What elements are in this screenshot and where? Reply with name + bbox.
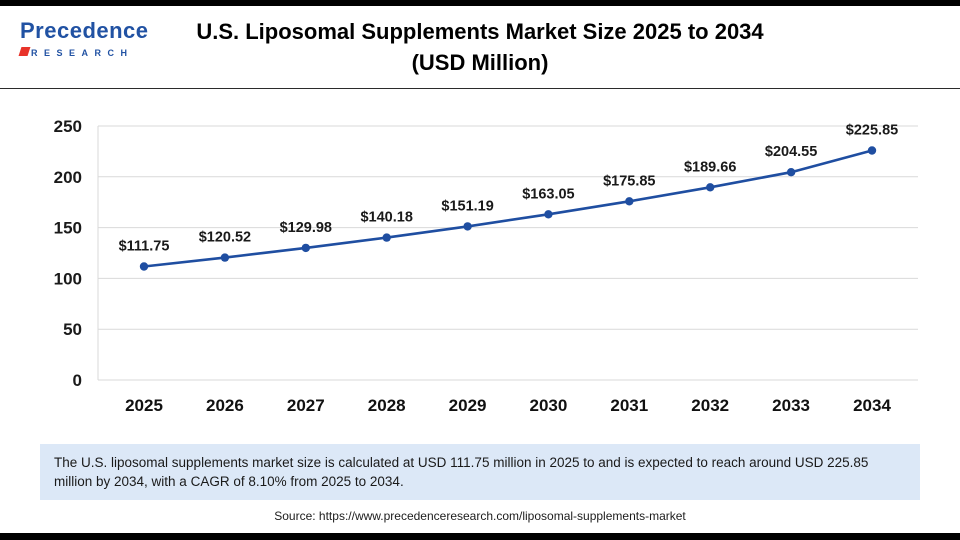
chart-area: 0 50 100 150 200 250 $111.75 2025 $120.52 2026 $12… xyxy=(0,96,960,436)
x-tick-label: 2028 xyxy=(368,396,406,415)
x-tick-label: 2029 xyxy=(449,396,487,415)
top-border-bar xyxy=(0,0,960,6)
precedence-research-logo: Precedence RESEARCH xyxy=(18,18,170,58)
x-tick-label: 2025 xyxy=(125,396,163,415)
data-point xyxy=(706,183,715,192)
data-point xyxy=(544,210,553,219)
data-point xyxy=(220,253,230,262)
data-point xyxy=(625,197,634,206)
line-series xyxy=(142,149,874,268)
bottom-border-bar xyxy=(0,533,960,540)
x-tick-label: 2026 xyxy=(206,396,244,415)
x-tick-label: 2027 xyxy=(287,396,325,415)
x-tick-label: 2033 xyxy=(772,396,810,415)
x-tick-label: 2030 xyxy=(529,396,567,415)
chart-title-line2: (USD Million) xyxy=(411,50,549,75)
data-label: $189.66 xyxy=(684,159,736,175)
data-label: $225.85 xyxy=(846,123,898,139)
source-attribution: Source: https://www.precedenceresearch.c… xyxy=(274,509,686,523)
data-point xyxy=(139,262,149,271)
x-tick-label: 2031 xyxy=(610,396,648,415)
chart-title: U.S. Liposomal Supplements Market Size 2… xyxy=(0,16,960,78)
logo-subtext: RESEARCH xyxy=(18,47,170,58)
y-tick-label: 100 xyxy=(54,269,82,288)
data-point xyxy=(867,146,877,155)
logo-research-text: RESEARCH xyxy=(31,48,134,58)
y-tick-label: 50 xyxy=(63,320,82,339)
data-point xyxy=(301,243,310,253)
data-point xyxy=(382,233,391,242)
chart-title-line1: U.S. Liposomal Supplements Market Size 2… xyxy=(196,19,764,44)
y-tick-label: 250 xyxy=(54,117,82,136)
y-tick-label: 200 xyxy=(54,168,82,187)
data-label: $151.19 xyxy=(441,198,493,214)
data-point xyxy=(786,168,796,177)
y-tick-label: 150 xyxy=(54,219,82,238)
data-label: $175.85 xyxy=(603,173,655,189)
market-line-chart: 0 50 100 150 200 250 $111.75 2025 $120.52 2026 $12… xyxy=(54,117,918,415)
logo-wordmark: Precedence xyxy=(20,18,149,43)
header: Precedence RESEARCH U.S. Liposomal Suppl… xyxy=(0,6,960,89)
data-label: $120.52 xyxy=(199,230,251,246)
data-label: $204.55 xyxy=(765,144,817,160)
x-tick-label: 2032 xyxy=(691,396,729,415)
data-point xyxy=(463,222,472,231)
data-label: $140.18 xyxy=(360,210,412,226)
summary-note: The U.S. liposomal supplements market si… xyxy=(40,444,920,500)
data-label: $163.05 xyxy=(522,186,574,202)
x-tick-label: 2034 xyxy=(853,396,891,415)
data-label: $129.98 xyxy=(280,220,332,236)
data-label: $111.75 xyxy=(119,239,170,255)
y-tick-label: 0 xyxy=(73,371,82,390)
